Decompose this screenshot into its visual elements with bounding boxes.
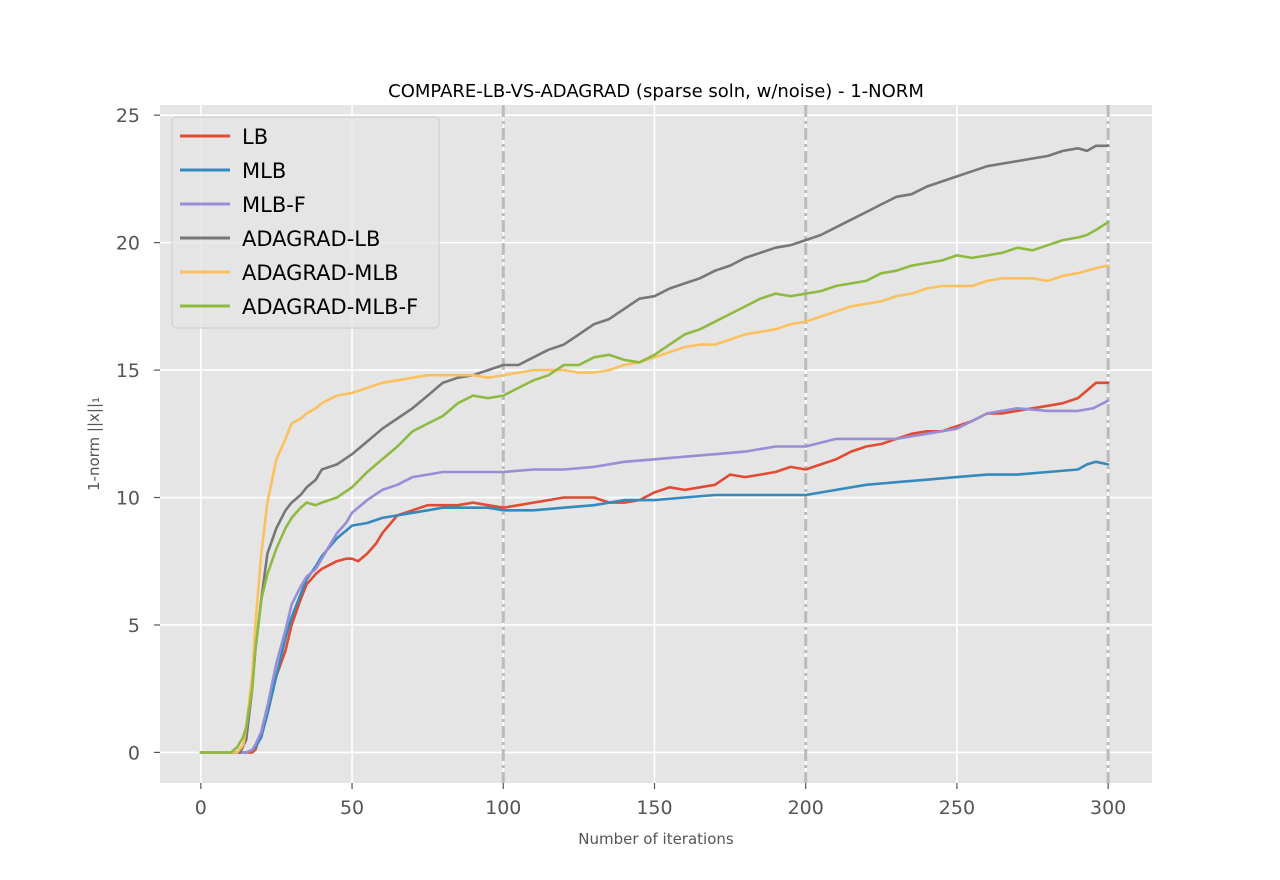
legend-label: MLB <box>242 159 286 183</box>
x-tick-label: 100 <box>485 797 521 819</box>
y-tick-label: 20 <box>116 233 140 255</box>
series-line-mlb <box>199 460 1110 754</box>
series-lines <box>199 144 1110 754</box>
legend-box <box>171 116 440 329</box>
y-tick-label: 10 <box>116 488 140 510</box>
series-line-adagrad-mlb <box>199 264 1110 754</box>
legend-label: ADAGRAD-MLB-F <box>242 295 418 319</box>
x-tick-label: 0 <box>195 797 207 819</box>
series-line-mlb-f <box>199 399 1110 754</box>
legend-label: ADAGRAD-LB <box>242 227 380 251</box>
legend: LB MLB MLB-F ADAGRAD-LB ADAGRAD-MLB ADAGRAD-M… <box>171 116 440 329</box>
legend-label: LB <box>242 125 268 149</box>
y-tick-label: 5 <box>128 615 140 637</box>
x-tick-label: 300 <box>1090 797 1126 819</box>
y-tick-label: 25 <box>116 105 140 127</box>
y-tick-label: 0 <box>128 742 140 764</box>
x-tick-label: 250 <box>939 797 975 819</box>
series-line-adagrad-mlb-f <box>199 220 1110 754</box>
x-tick-label: 50 <box>340 797 364 819</box>
y-axis-label: 1-norm ||x||₁ <box>85 397 103 491</box>
legend-label: MLB-F <box>242 193 306 217</box>
x-tick-label: 150 <box>636 797 672 819</box>
series-line-adagrad-lb <box>199 144 1110 754</box>
x-tick-label: 200 <box>788 797 824 819</box>
y-tick-label: 15 <box>116 360 140 382</box>
vertical-reference-lines <box>501 105 1110 783</box>
axis-ticks: 0 50 100 150 200 250 300 0 5 10 15 20 25 <box>116 105 1126 819</box>
x-axis-label: Number of iterations <box>578 830 734 848</box>
chart-title: COMPARE-LB-VS-ADAGRAD (sparse soln, w/no… <box>388 81 924 102</box>
legend-label: ADAGRAD-MLB <box>242 261 399 285</box>
